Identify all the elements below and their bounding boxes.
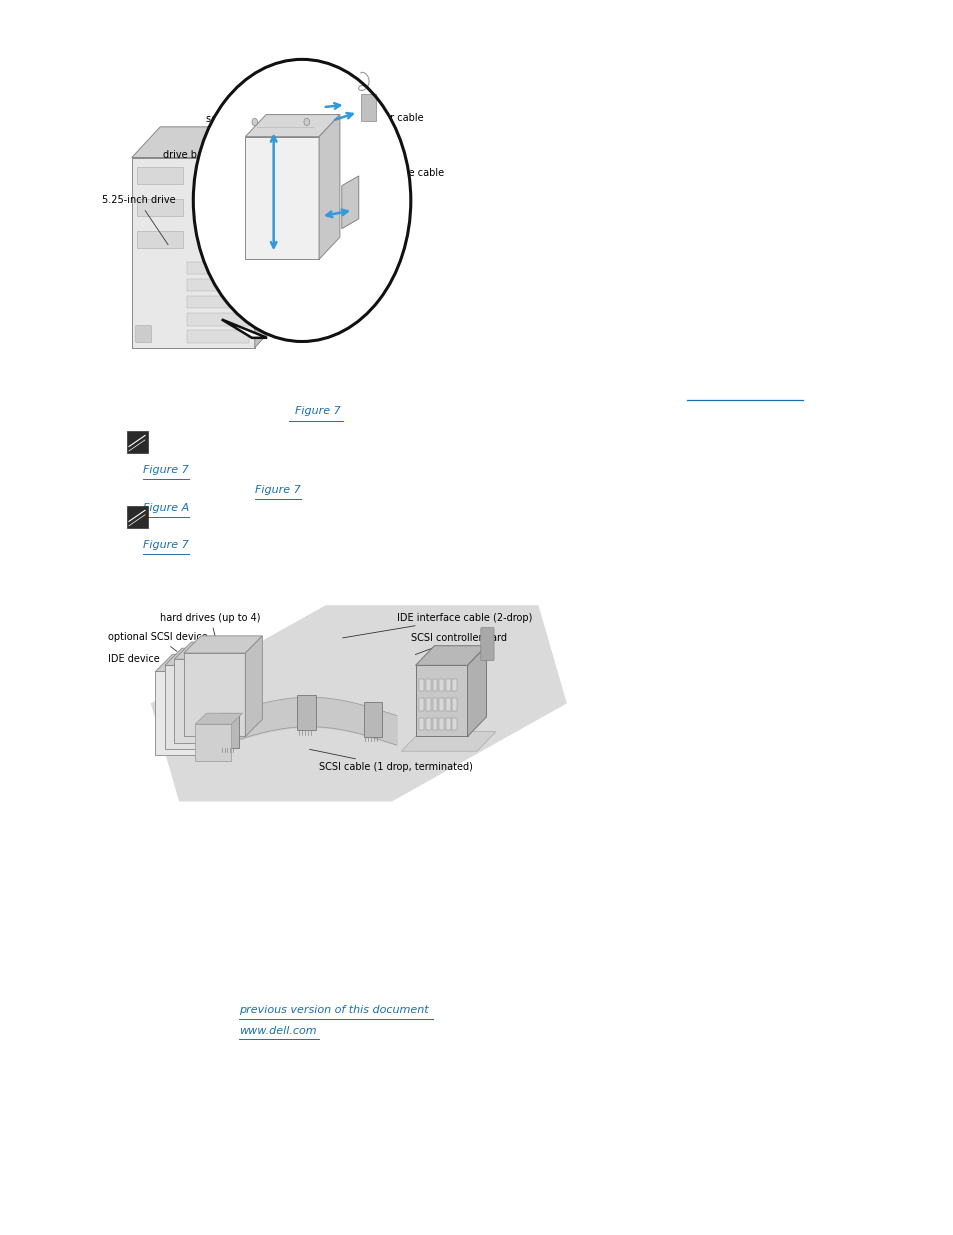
FancyBboxPatch shape [187,262,249,274]
Polygon shape [254,127,283,347]
Polygon shape [221,320,267,338]
FancyBboxPatch shape [360,94,375,121]
FancyBboxPatch shape [136,199,183,216]
FancyBboxPatch shape [432,699,436,710]
FancyBboxPatch shape [480,627,494,661]
Text: interface cable: interface cable [350,168,444,193]
FancyBboxPatch shape [127,506,148,527]
FancyBboxPatch shape [187,279,249,291]
Polygon shape [245,137,318,259]
Polygon shape [174,659,235,742]
Circle shape [252,119,257,126]
Text: Figure 7: Figure 7 [254,485,307,495]
FancyBboxPatch shape [135,326,152,343]
Text: drive bay: drive bay [163,149,242,180]
FancyBboxPatch shape [136,167,183,184]
FancyBboxPatch shape [425,718,430,730]
Polygon shape [165,666,226,748]
Text: SCSI controller card: SCSI controller card [411,634,506,655]
FancyBboxPatch shape [452,679,456,692]
FancyBboxPatch shape [127,431,148,453]
FancyBboxPatch shape [438,699,443,710]
Text: IDE device: IDE device [108,655,181,669]
FancyBboxPatch shape [425,679,430,692]
FancyBboxPatch shape [432,679,436,692]
Polygon shape [401,731,496,751]
Polygon shape [155,655,233,672]
Polygon shape [184,653,245,736]
Polygon shape [165,648,243,666]
Polygon shape [318,115,339,259]
Text: www.dell.com: www.dell.com [238,1026,316,1036]
FancyBboxPatch shape [136,231,183,248]
Polygon shape [467,646,486,736]
FancyBboxPatch shape [187,296,249,309]
Text: IDE interface cable (2-drop): IDE interface cable (2-drop) [342,613,532,638]
Polygon shape [416,666,467,736]
Text: Figure 7: Figure 7 [294,406,347,416]
FancyBboxPatch shape [445,718,450,730]
Text: optional SCSI device: optional SCSI device [108,632,208,651]
FancyBboxPatch shape [419,699,423,710]
FancyBboxPatch shape [219,713,238,747]
Circle shape [193,59,411,342]
Polygon shape [341,175,358,228]
FancyBboxPatch shape [419,679,423,692]
Text: 5.25-inch drive: 5.25-inch drive [101,195,175,245]
Text: hard drives (up to 4): hard drives (up to 4) [160,613,260,641]
Text: Figure A: Figure A [143,504,196,514]
Circle shape [304,119,310,126]
Polygon shape [132,127,283,158]
FancyBboxPatch shape [187,331,249,343]
Text: previous version of this document: previous version of this document [238,1005,428,1015]
FancyBboxPatch shape [425,699,430,710]
Polygon shape [245,115,339,137]
Text: SCSI cable (1 drop, terminated): SCSI cable (1 drop, terminated) [309,750,473,772]
FancyBboxPatch shape [445,679,450,692]
FancyBboxPatch shape [432,718,436,730]
Polygon shape [174,642,253,659]
Polygon shape [195,724,231,761]
FancyBboxPatch shape [445,699,450,710]
Polygon shape [195,713,242,724]
Text: Figure 7: Figure 7 [143,540,195,550]
FancyBboxPatch shape [452,699,456,710]
Polygon shape [184,636,262,653]
Polygon shape [155,672,216,755]
FancyBboxPatch shape [438,718,443,730]
FancyBboxPatch shape [363,703,382,736]
Text: screws (2): screws (2) [206,114,272,152]
Polygon shape [151,605,566,802]
FancyBboxPatch shape [419,718,423,730]
Text: Figure 7: Figure 7 [143,466,195,475]
Polygon shape [132,158,254,347]
FancyBboxPatch shape [438,679,443,692]
FancyBboxPatch shape [187,314,249,326]
FancyBboxPatch shape [297,695,315,730]
Polygon shape [416,646,486,666]
FancyBboxPatch shape [452,718,456,730]
Text: power cable: power cable [339,114,423,143]
Polygon shape [245,636,262,736]
